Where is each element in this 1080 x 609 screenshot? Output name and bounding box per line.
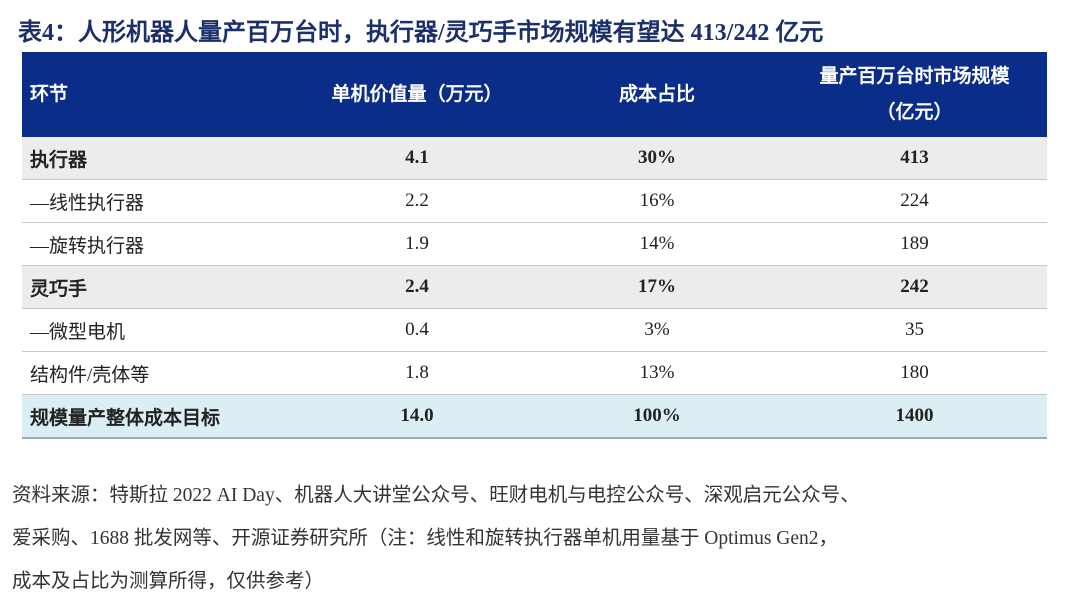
- table-cell: 4.1: [302, 137, 532, 180]
- header-row: 环节 单机价值量（万元） 成本占比 量产百万台时市场规模 （亿元）: [22, 52, 1047, 137]
- table-cell: 17%: [532, 265, 782, 309]
- table-header: 环节 单机价值量（万元） 成本占比 量产百万台时市场规模 （亿元）: [22, 52, 1047, 137]
- table-row: —旋转执行器 1.9 14% 189: [22, 222, 1047, 266]
- table-cell: 结构件/壳体等: [22, 351, 302, 395]
- header-cell: 成本占比: [532, 52, 782, 137]
- table-cell: 1.8: [302, 351, 532, 395]
- table-cell: 35: [782, 308, 1047, 352]
- table-cell: 16%: [532, 179, 782, 223]
- header-line: （亿元）: [876, 101, 953, 123]
- table-cell: 14.0: [302, 394, 532, 439]
- table-row: —微型电机 0.4 3% 35: [22, 308, 1047, 352]
- header-cell: 量产百万台时市场规模 （亿元）: [782, 52, 1047, 137]
- table-cell: 1400: [782, 394, 1047, 439]
- table-cell: 灵巧手: [22, 265, 302, 309]
- table-body: 执行器 4.1 30% 413 —线性执行器 2.2 16% 224 —旋转执行器 1.9 14% 1…: [22, 137, 1047, 439]
- table-cell: —旋转执行器: [22, 222, 302, 266]
- table-cell: 100%: [532, 394, 782, 439]
- table-cell: 14%: [532, 222, 782, 266]
- note-line: 资料来源：特斯拉 2022 AI Day、机器人大讲堂公众号、旺财电机与电控公众…: [12, 485, 860, 506]
- header-line: 量产百万台时市场规模: [819, 65, 1010, 87]
- table-cell: 30%: [532, 137, 782, 180]
- table-cell: 1.9: [302, 222, 532, 266]
- table-cell: 执行器: [22, 137, 302, 180]
- data-table: 环节 单机价值量（万元） 成本占比 量产百万台时市场规模 （亿元） 执行器 4.1 30% 4…: [22, 52, 1047, 439]
- note-line: 成本及占比为测算所得，仅供参考）: [12, 571, 325, 592]
- table-cell: 224: [782, 179, 1047, 223]
- table-cell: 0.4: [302, 308, 532, 352]
- table-cell: 189: [782, 222, 1047, 266]
- table-cell: —线性执行器: [22, 179, 302, 223]
- table-cell: 3%: [532, 308, 782, 352]
- source-note: 资料来源：特斯拉 2022 AI Day、机器人大讲堂公众号、旺财电机与电控公众…: [12, 474, 860, 603]
- table-cell: 13%: [532, 351, 782, 395]
- note-line: 爱采购、1688 批发网等、开源证券研究所（注：线性和旋转执行器单机用量基于 O…: [12, 528, 839, 549]
- table-cell: —微型电机: [22, 308, 302, 352]
- table-row: 灵巧手 2.4 17% 242: [22, 265, 1047, 309]
- table-cell: 2.2: [302, 179, 532, 223]
- header-cell: 环节: [22, 52, 302, 137]
- table-cell: 242: [782, 265, 1047, 309]
- table-row: 执行器 4.1 30% 413: [22, 137, 1047, 180]
- table-row: 结构件/壳体等 1.8 13% 180: [22, 351, 1047, 395]
- table-cell: 413: [782, 137, 1047, 180]
- table-row: 规模量产整体成本目标 14.0 100% 1400: [22, 394, 1047, 439]
- title: 表4：人形机器人量产百万台时，执行器/灵巧手市场规模有望达 413/242 亿元: [18, 20, 824, 46]
- header-cell: 单机价值量（万元）: [302, 52, 532, 137]
- table-cell: 180: [782, 351, 1047, 395]
- table-cell: 规模量产整体成本目标: [22, 394, 302, 439]
- table-row: —线性执行器 2.2 16% 224: [22, 179, 1047, 223]
- table-cell: 2.4: [302, 265, 532, 309]
